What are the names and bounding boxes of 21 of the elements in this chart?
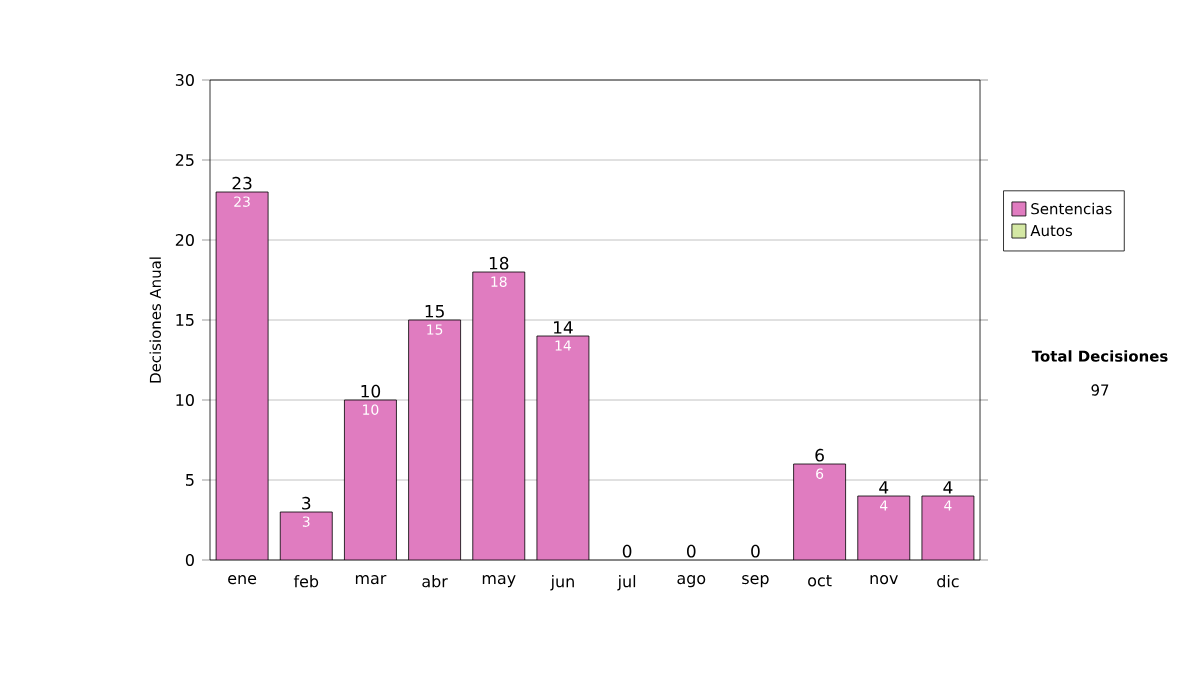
total-label: 14 (554, 321, 573, 334)
bar (344, 400, 397, 560)
total-label: 10 (361, 384, 381, 398)
total-label: 15 (425, 305, 444, 318)
bar (408, 320, 461, 560)
bar (857, 495, 911, 560)
bar (536, 336, 589, 560)
total-label: 23 (232, 176, 252, 190)
total-label: 0 (751, 544, 760, 558)
total-label: 0 (622, 544, 632, 558)
total-label: 0 (687, 544, 696, 558)
total-label: 3 (302, 496, 311, 510)
total-label: 18 (489, 256, 509, 270)
total-label: 6 (815, 448, 824, 462)
total-label: 4 (879, 481, 889, 494)
bar (280, 512, 333, 560)
bar (921, 495, 975, 560)
total-label: 4 (943, 481, 953, 494)
bar (216, 192, 269, 560)
bar (472, 272, 525, 560)
bar (793, 463, 846, 560)
